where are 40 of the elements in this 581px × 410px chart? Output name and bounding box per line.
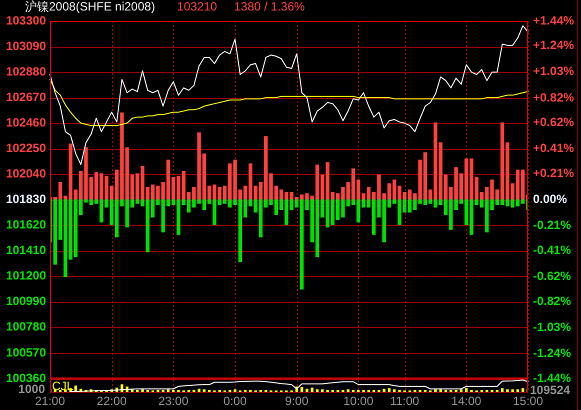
- text: 103210: [177, 0, 218, 14]
- y-tick-label: 102670: [6, 90, 46, 104]
- x-tick-label: 0:00: [223, 394, 248, 408]
- y-tick-label: 101830: [6, 192, 46, 206]
- y2-tick-label: +0.41%: [533, 141, 574, 156]
- y-tick-label: 103090: [6, 38, 46, 53]
- y2-tick-label: +1.24%: [533, 38, 574, 52]
- x-tick-label: 23:00: [158, 394, 189, 408]
- y-tick-label: 103300: [6, 13, 46, 28]
- y2-tick-label: -1.44%: [533, 370, 572, 385]
- text: 1380 / 1.36%: [234, 0, 306, 14]
- y2-tick-label: 0.00%: [533, 192, 568, 206]
- y2-tick-label: +0.62%: [533, 115, 574, 130]
- y-tick-label: 101620: [6, 218, 46, 232]
- y2-tick-label: -0.21%: [533, 218, 572, 232]
- y2-tick-label: -0.62%: [533, 269, 572, 284]
- chart-title: 沪镍2008(SHFE ni2008): [25, 0, 156, 14]
- y-tick-label: 102040: [6, 166, 46, 181]
- y-tick-label: 100990: [6, 294, 46, 308]
- x-tick-label: 11:00: [390, 394, 420, 408]
- y-tick-label: 100570: [6, 345, 46, 360]
- y-tick-label: 101200: [6, 268, 46, 283]
- y2-tick-label: +1.03%: [533, 64, 574, 78]
- y2-tick-label: +0.82%: [533, 90, 574, 104]
- y2-tick-label: -1.03%: [533, 320, 572, 334]
- x-tick-label: 9:00: [285, 394, 309, 408]
- y-tick-label: 102460: [6, 115, 46, 130]
- y2-tick-label: +1.44%: [533, 13, 574, 28]
- y2-tick-label: -0.41%: [533, 242, 572, 257]
- x-tick-label: 22:00: [96, 394, 128, 408]
- y-tick-label: 102250: [6, 140, 46, 155]
- y2-tick-label: -0.82%: [533, 294, 572, 308]
- y-tick-label: 102880: [6, 64, 46, 78]
- y2-tick-label: +0.21%: [533, 166, 574, 180]
- y2-tick-label: -1.24%: [533, 346, 572, 360]
- y-tick-label: 100780: [6, 320, 46, 334]
- x-tick-label: 10:00: [343, 394, 374, 408]
- x-tick-label: 21:00: [34, 394, 66, 408]
- x-tick-label: 14:00: [451, 394, 482, 408]
- y-tick-label: 101410: [6, 243, 46, 258]
